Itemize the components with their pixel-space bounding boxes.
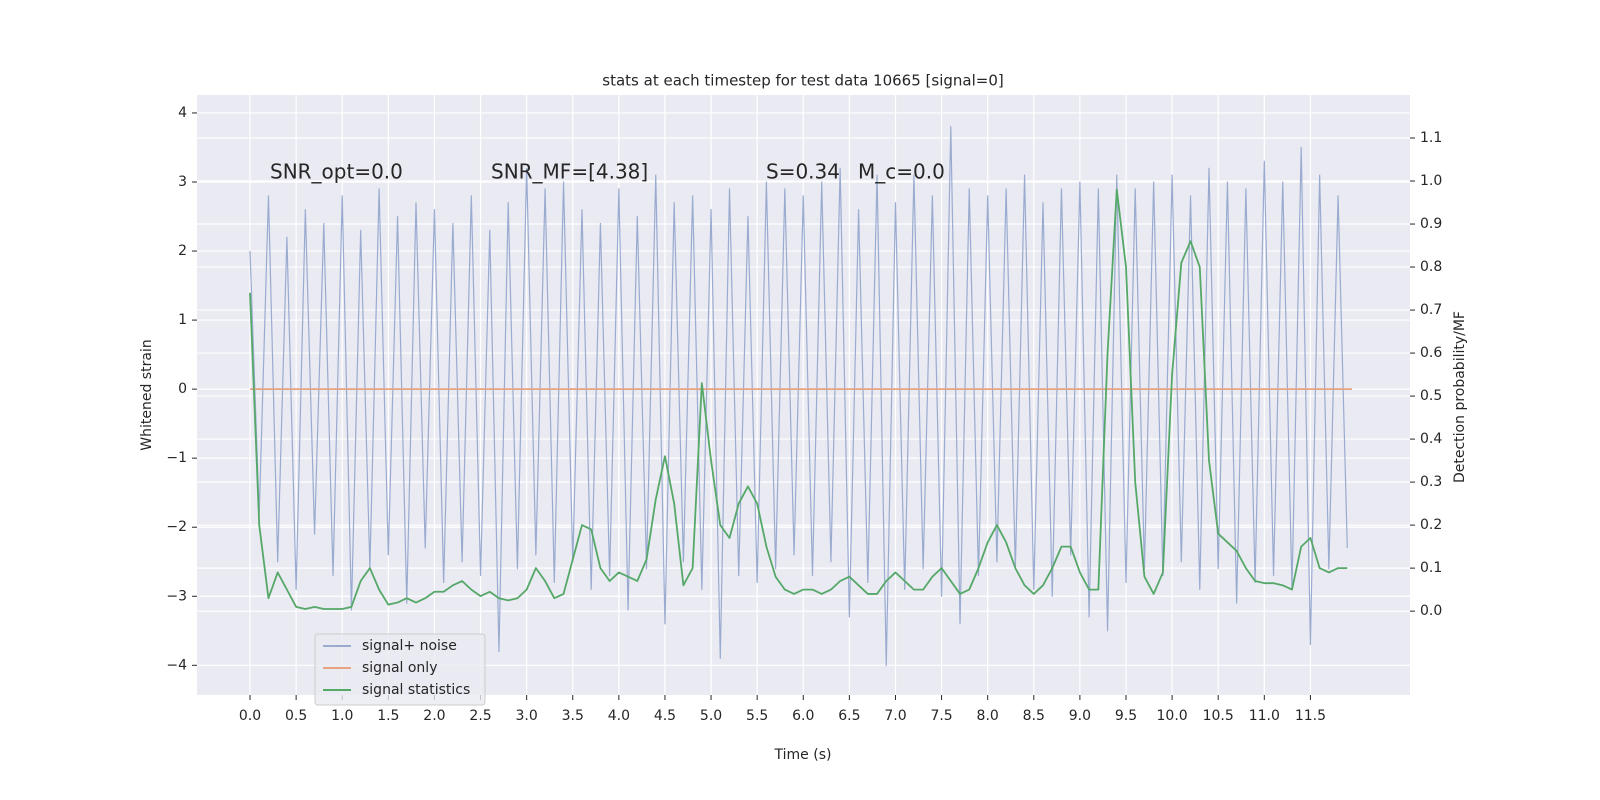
x-tick-label: 4.5 (654, 708, 676, 724)
y-tick-label: 0 (178, 381, 187, 397)
x-tick-label: 6.5 (838, 708, 860, 724)
chart-title: stats at each timestep for test data 106… (602, 72, 1003, 90)
y2-tick-label: 0.9 (1420, 216, 1442, 232)
x-axis-label: Time (s) (774, 747, 832, 763)
y-tick-label: −3 (166, 588, 187, 604)
x-tick-label: 3.0 (516, 708, 538, 724)
x-tick-label: 1.5 (377, 708, 399, 724)
y2-tick-label: 1.1 (1420, 130, 1442, 146)
x-tick-label: 6.0 (792, 708, 814, 724)
y2-tick-label: 0.8 (1420, 259, 1442, 275)
y-tick-label: −1 (166, 450, 187, 466)
x-tick-label: 11.5 (1295, 708, 1326, 724)
y2-tick-label: 0.1 (1420, 560, 1442, 576)
y2-tick-label: 0.7 (1420, 302, 1442, 318)
y2-tick-label: 0.2 (1420, 517, 1442, 533)
legend-label: signal statistics (362, 682, 470, 698)
legend: signal+ noise signal only signal statistic… (314, 633, 486, 706)
x-tick-label: 0.5 (285, 708, 307, 724)
series-line (249, 188, 1348, 610)
y2-axis-label: Detection probability/MF (1452, 311, 1468, 483)
x-tick-label: 5.0 (700, 708, 722, 724)
y-tick-label: 1 (178, 312, 187, 328)
grid (197, 95, 1410, 695)
annotation: S=0.34 (766, 160, 840, 184)
y-tick-label: 2 (178, 243, 187, 259)
annotation: M_c=0.0 (858, 160, 945, 184)
legend-box (314, 633, 486, 706)
x-tick-label: 2.0 (423, 708, 445, 724)
y2-tick-label: 0.3 (1420, 474, 1442, 490)
x-tick-label: 8.0 (977, 708, 999, 724)
legend-label: signal only (362, 660, 437, 676)
y2-tick-label: 0.6 (1420, 345, 1442, 361)
y-tick-label: 3 (178, 174, 187, 190)
annotation: SNR_opt=0.0 (270, 160, 403, 184)
series-line (249, 126, 1348, 666)
y2-tick-label: 0.5 (1420, 388, 1442, 404)
x-tick-label: 2.5 (469, 708, 491, 724)
x-tick-label: 0.0 (239, 708, 261, 724)
y2-tick-label: 0.4 (1420, 431, 1442, 447)
x-tick-label: 11.0 (1249, 708, 1280, 724)
y2-tick-label: 1.0 (1420, 173, 1442, 189)
x-tick-label: 5.5 (746, 708, 768, 724)
x-tick-label: 8.5 (1023, 708, 1045, 724)
legend-label: signal+ noise (362, 638, 457, 654)
y-axis-label: Whitened strain (139, 339, 155, 450)
annotation: SNR_MF=[4.38] (491, 160, 648, 184)
x-tick-label: 10.5 (1203, 708, 1234, 724)
y-tick-label: 4 (178, 105, 187, 121)
x-tick-label: 4.0 (608, 708, 630, 724)
x-tick-label: 9.5 (1115, 708, 1137, 724)
x-tick-label: 1.0 (331, 708, 353, 724)
y-tick-label: −4 (166, 657, 187, 673)
y-tick-label: −2 (166, 519, 187, 535)
x-tick-label: 3.5 (562, 708, 584, 724)
x-tick-label: 7.0 (884, 708, 906, 724)
x-tick-label: 10.0 (1157, 708, 1188, 724)
x-tick-label: 9.0 (1069, 708, 1091, 724)
x-tick-label: 7.5 (930, 708, 952, 724)
y2-tick-label: 0.0 (1420, 603, 1442, 619)
